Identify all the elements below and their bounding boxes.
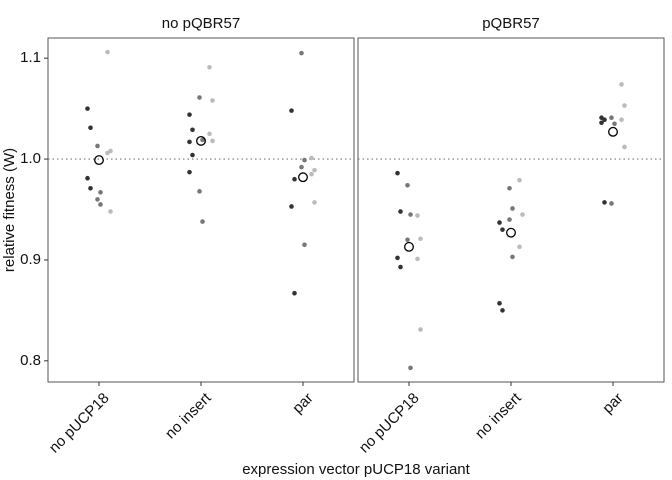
mean-marker <box>506 227 516 238</box>
point <box>408 365 413 371</box>
point <box>609 201 614 206</box>
point <box>510 206 515 211</box>
panel-border <box>47 37 355 383</box>
point <box>312 167 317 173</box>
y-tick-label: 0.9 <box>20 251 41 268</box>
mean-marker <box>196 135 206 146</box>
point <box>619 117 624 123</box>
point <box>510 254 515 260</box>
point <box>105 150 110 156</box>
mean-marker <box>94 155 104 166</box>
point <box>299 50 304 56</box>
point <box>95 143 100 149</box>
point <box>497 301 502 306</box>
y-tick-label: 1.0 <box>20 150 41 167</box>
point <box>200 137 205 143</box>
point <box>619 82 624 87</box>
point <box>500 227 505 232</box>
point <box>302 242 307 248</box>
point <box>415 213 420 218</box>
point <box>98 202 103 207</box>
point <box>292 176 297 182</box>
point <box>210 98 215 103</box>
point <box>612 121 617 127</box>
point <box>108 209 113 214</box>
point <box>210 138 215 144</box>
point <box>190 152 195 158</box>
point <box>187 169 192 175</box>
facet-title: no pQBR57 <box>162 15 240 32</box>
x-tick-label: no pUCP18 <box>46 390 113 457</box>
mean-marker <box>298 172 308 183</box>
point <box>602 117 607 123</box>
point <box>309 155 314 161</box>
point <box>602 200 607 205</box>
point <box>292 290 297 296</box>
point <box>622 144 627 150</box>
point <box>418 236 423 242</box>
point <box>197 189 202 194</box>
x-tick-label: no insert <box>162 389 215 442</box>
point <box>187 112 192 117</box>
point <box>622 103 627 108</box>
point <box>418 327 423 332</box>
point <box>88 186 93 191</box>
point <box>497 220 502 225</box>
point <box>207 131 212 137</box>
mean-marker <box>404 241 414 252</box>
point <box>88 125 93 131</box>
mean-marker <box>608 126 618 137</box>
point <box>395 170 400 176</box>
x-tick-label: par <box>289 390 316 417</box>
point <box>309 171 314 177</box>
point <box>98 190 103 195</box>
point <box>405 182 410 188</box>
point <box>299 164 304 170</box>
point <box>105 49 110 55</box>
point <box>302 157 307 163</box>
point <box>599 120 604 126</box>
point <box>517 177 522 183</box>
point <box>197 95 202 100</box>
point <box>507 217 512 222</box>
point <box>85 175 90 181</box>
point <box>187 139 192 145</box>
point <box>398 209 403 214</box>
point <box>517 244 522 250</box>
point <box>289 204 294 209</box>
point <box>415 256 420 262</box>
point <box>95 197 100 202</box>
point <box>609 115 614 120</box>
point <box>207 64 212 70</box>
point <box>520 212 525 217</box>
point <box>200 219 205 224</box>
point <box>312 200 317 205</box>
point <box>85 106 90 111</box>
x-tick-label: no insert <box>472 389 525 442</box>
x-tick-label: no pUCP18 <box>356 390 423 457</box>
point <box>190 127 195 133</box>
facet-title: pQBR57 <box>482 15 540 32</box>
point <box>395 255 400 261</box>
y-tick-label: 1.1 <box>20 49 41 66</box>
point <box>405 237 410 243</box>
point <box>408 212 413 217</box>
y-axis-label: relative fitness (W) <box>1 148 18 272</box>
point <box>289 108 294 113</box>
x-axis-label: expression vector pUCP18 variant <box>242 461 470 478</box>
point <box>398 264 403 270</box>
y-tick-label: 0.8 <box>20 352 41 369</box>
point <box>500 308 505 313</box>
x-tick-label: par <box>599 390 626 417</box>
point <box>507 186 512 191</box>
